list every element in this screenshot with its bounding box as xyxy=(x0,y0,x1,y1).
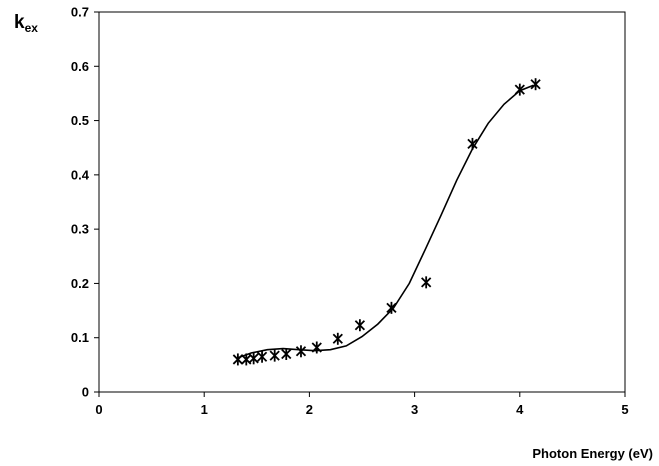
y-tick-label: 0.2 xyxy=(71,276,89,291)
data-point-marker xyxy=(467,137,478,150)
x-axis-ticks: 0 1 2 3 4 5 xyxy=(95,392,629,417)
x-tick-label: 5 xyxy=(621,402,628,417)
x-tick-label: 3 xyxy=(411,402,418,417)
x-axis-label: Photon Energy (eV) xyxy=(532,446,653,461)
y-axis-label-subscript: ex xyxy=(25,21,39,35)
x-tick-label: 4 xyxy=(516,402,524,417)
y-tick-label: 0.7 xyxy=(71,5,89,20)
data-point-marker xyxy=(530,78,541,91)
y-tick-label: 0.1 xyxy=(71,330,89,345)
y-tick-label: 0.6 xyxy=(71,59,89,74)
y-tick-label: 0.3 xyxy=(71,222,89,237)
x-tick-label: 0 xyxy=(95,402,102,417)
data-point-marker xyxy=(386,301,397,314)
data-markers xyxy=(232,78,541,366)
data-point-marker xyxy=(232,353,244,366)
data-point-marker xyxy=(514,83,525,96)
data-point-marker xyxy=(354,319,366,332)
data-point-marker xyxy=(269,349,280,362)
data-point-marker xyxy=(248,352,259,365)
plot-frame xyxy=(98,11,626,393)
fit-curve xyxy=(237,84,534,359)
data-point-marker xyxy=(311,341,322,354)
y-axis-label-main: k xyxy=(14,12,25,33)
y-tick-label: 0.4 xyxy=(71,167,90,182)
data-point-marker xyxy=(295,345,307,358)
data-point-marker xyxy=(281,348,292,360)
y-tick-label: 0.5 xyxy=(71,113,89,128)
x-tick-label: 2 xyxy=(306,402,313,417)
x-tick-label: 1 xyxy=(201,402,208,417)
data-point-marker xyxy=(256,350,268,363)
data-point-marker xyxy=(421,276,432,289)
y-axis-ticks: 0 0.1 0.2 0.3 0.4 0.5 0.6 0.7 xyxy=(71,5,99,400)
y-axis-label: kex xyxy=(14,12,38,35)
y-tick-label: 0 xyxy=(82,385,89,400)
data-point-marker xyxy=(332,332,343,345)
